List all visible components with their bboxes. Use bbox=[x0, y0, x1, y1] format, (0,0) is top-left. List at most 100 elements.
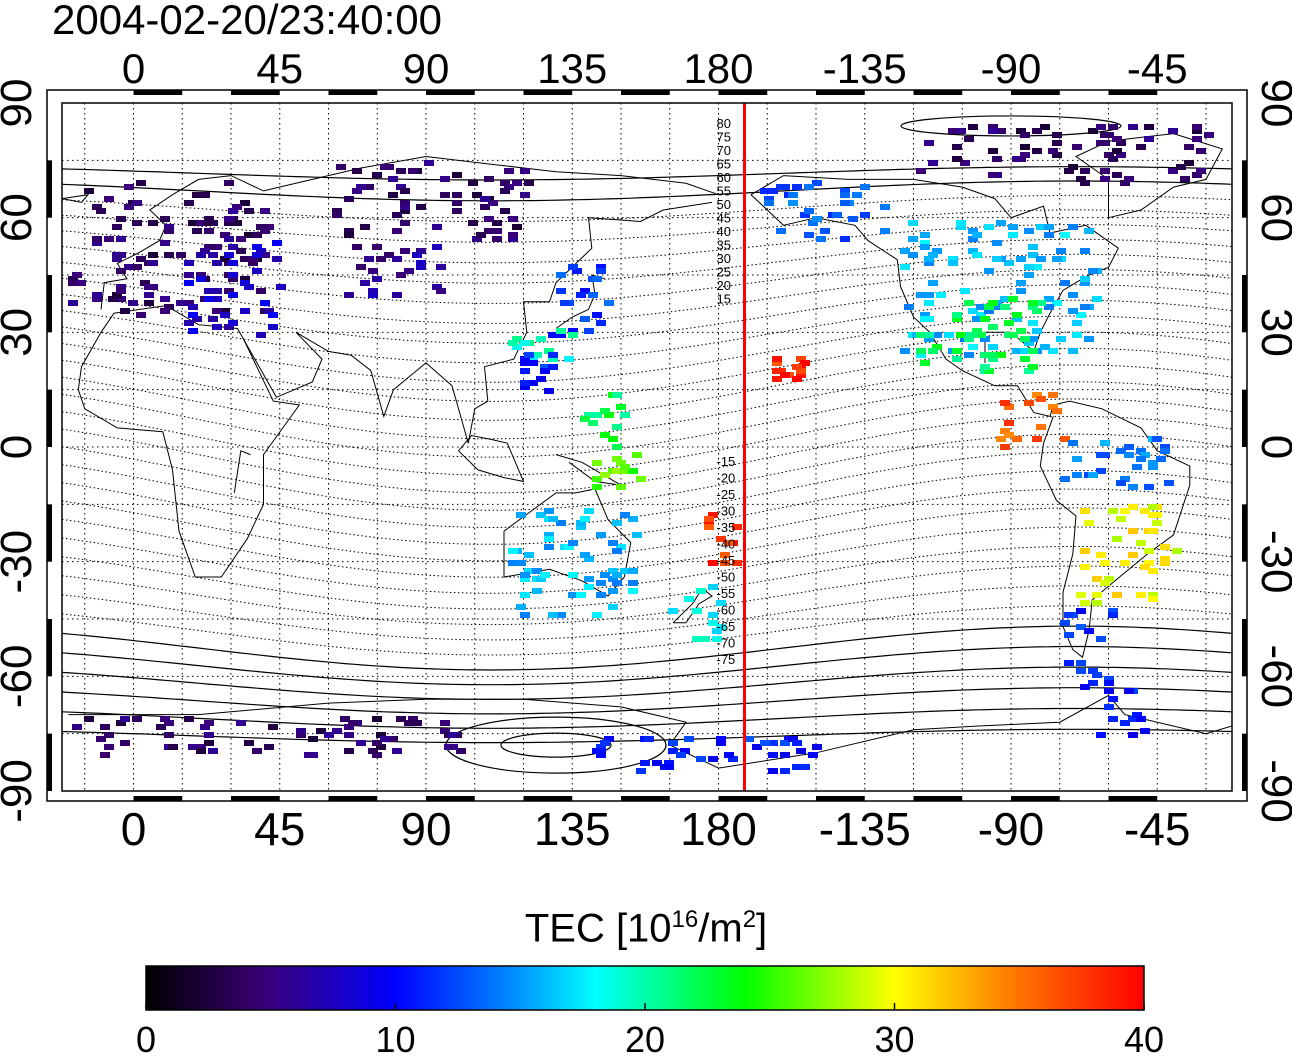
bottom-lon-label: 0 bbox=[121, 803, 147, 855]
tec-cell bbox=[304, 752, 314, 758]
tec-cell bbox=[1116, 516, 1126, 522]
tec-cell bbox=[964, 352, 974, 358]
tec-cell bbox=[816, 236, 826, 242]
tec-cell bbox=[568, 572, 578, 578]
tec-cell bbox=[968, 248, 978, 254]
tec-cell bbox=[684, 736, 694, 742]
tec-cell bbox=[332, 212, 342, 218]
meridian-mag-lat-label: 35 bbox=[717, 238, 731, 253]
tec-cell bbox=[728, 756, 738, 762]
tec-cell bbox=[1000, 296, 1010, 302]
tec-cell bbox=[244, 232, 254, 238]
tec-cell bbox=[772, 368, 782, 374]
tec-cell bbox=[1036, 224, 1046, 230]
tec-cell bbox=[632, 452, 642, 458]
mag-lat-contour bbox=[62, 331, 1232, 402]
tec-cell bbox=[520, 356, 530, 362]
tec-cell bbox=[452, 172, 462, 178]
tec-cell bbox=[516, 560, 526, 566]
tec-cell bbox=[752, 744, 762, 750]
mag-lat-contour bbox=[62, 687, 1232, 715]
colorbar-title: TEC [1016/m2] bbox=[0, 906, 1292, 951]
tec-cell bbox=[900, 264, 910, 270]
tec-cell bbox=[520, 572, 530, 578]
tec-cell bbox=[132, 264, 142, 270]
tec-cell bbox=[1116, 140, 1126, 146]
tec-cell bbox=[604, 736, 614, 742]
top-lon-label: 45 bbox=[256, 45, 303, 92]
tec-cell bbox=[964, 136, 974, 142]
tec-cell bbox=[1128, 124, 1138, 130]
tec-cell bbox=[224, 288, 234, 294]
tec-cell bbox=[804, 208, 814, 214]
tec-cell bbox=[1108, 716, 1118, 722]
tec-cell bbox=[1048, 392, 1058, 398]
tec-cell bbox=[772, 356, 782, 362]
tec-cell bbox=[520, 360, 530, 366]
tec-cell bbox=[204, 244, 214, 250]
tec-cell bbox=[592, 312, 602, 318]
tec-cell bbox=[224, 180, 234, 186]
tec-cell bbox=[436, 288, 446, 294]
tec-cell bbox=[1008, 232, 1018, 238]
top-lon-label: -45 bbox=[1127, 45, 1188, 92]
meridian-mag-lat-label: 65 bbox=[717, 157, 731, 172]
tec-cell bbox=[244, 208, 254, 214]
tec-cell bbox=[208, 748, 218, 754]
tec-cell bbox=[1064, 168, 1074, 174]
tec-cell bbox=[928, 252, 938, 258]
tec-cell bbox=[1088, 268, 1098, 274]
tec-cell bbox=[116, 296, 126, 302]
tec-cell bbox=[364, 256, 374, 262]
tec-cell bbox=[924, 300, 934, 306]
tec-cell bbox=[256, 248, 266, 254]
tec-cell bbox=[1164, 480, 1174, 486]
tec-cell bbox=[564, 356, 574, 362]
tec-cell bbox=[812, 744, 822, 750]
tec-cell bbox=[376, 744, 386, 750]
mag-lat-contour bbox=[62, 284, 1232, 344]
tec-cell bbox=[576, 292, 586, 298]
tec-cell bbox=[1096, 732, 1106, 738]
tec-cell bbox=[1080, 276, 1090, 282]
tec-cell bbox=[612, 520, 622, 526]
tec-cell bbox=[708, 756, 718, 762]
tec-cell bbox=[244, 284, 254, 290]
tec-cell bbox=[508, 232, 518, 238]
tec-cell bbox=[1068, 292, 1078, 298]
tec-cell bbox=[376, 732, 386, 738]
tec-cell bbox=[136, 256, 146, 262]
tec-cell bbox=[1028, 300, 1038, 306]
tec-cell bbox=[620, 512, 630, 518]
tec-cell bbox=[1104, 576, 1114, 582]
tec-cell bbox=[1056, 248, 1066, 254]
tec-cell bbox=[380, 736, 390, 742]
tec-cell bbox=[1036, 396, 1046, 402]
tec-cell bbox=[1004, 260, 1014, 266]
tec-cell bbox=[1120, 720, 1130, 726]
tec-cell bbox=[1080, 168, 1090, 174]
tec-cell bbox=[1024, 228, 1034, 234]
tec-cell bbox=[604, 300, 614, 306]
tec-cell bbox=[1088, 128, 1098, 134]
tec-cell bbox=[1048, 148, 1058, 154]
tec-cell bbox=[772, 360, 782, 366]
tec-cell bbox=[968, 308, 978, 314]
right-lat-label: 0 bbox=[1252, 435, 1292, 459]
tec-cell bbox=[168, 744, 178, 750]
tec-cell bbox=[616, 544, 626, 550]
frame-bar-bottom bbox=[913, 796, 963, 801]
tec-cell bbox=[120, 740, 130, 746]
coastlines bbox=[62, 133, 1232, 769]
tec-cell bbox=[252, 268, 262, 274]
tec-cell bbox=[1184, 160, 1194, 166]
tec-cell bbox=[1196, 148, 1206, 154]
right-lat-label: 60 bbox=[1252, 193, 1292, 242]
tec-cell bbox=[592, 412, 602, 418]
tec-cell bbox=[1152, 436, 1162, 442]
tec-cell bbox=[996, 220, 1006, 226]
tec-cell bbox=[116, 720, 126, 726]
coastline bbox=[62, 194, 90, 203]
tec-cell bbox=[1192, 124, 1202, 130]
tec-cell bbox=[596, 744, 606, 750]
